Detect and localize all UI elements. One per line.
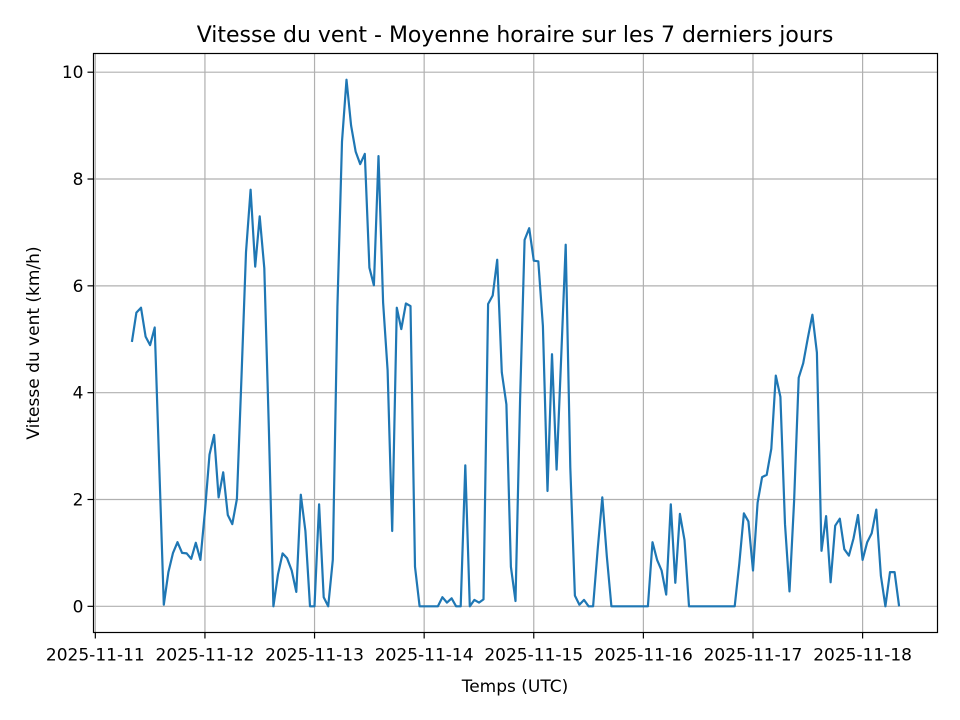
x-tick-label: 2025-11-12 <box>156 646 255 666</box>
chart-title: Vitesse du vent - Moyenne horaire sur le… <box>197 23 834 48</box>
y-tick-label: 4 <box>73 384 84 404</box>
x-tick-label: 2025-11-11 <box>46 646 145 666</box>
x-tick-label: 2025-11-15 <box>484 646 583 666</box>
y-tick-label: 8 <box>73 170 84 190</box>
y-tick-label: 6 <box>73 277 84 297</box>
grid <box>93 53 938 633</box>
x-axis-label: Temps (UTC) <box>461 677 569 697</box>
y-tick-label: 2 <box>73 491 84 511</box>
y-axis-label: Vitesse du vent (km/h) <box>24 246 44 439</box>
x-tick-label: 2025-11-17 <box>704 646 803 666</box>
y-tick-label: 0 <box>73 597 84 617</box>
y-tick-label: 10 <box>62 63 84 83</box>
axes-frame <box>92 52 939 634</box>
x-axis: 2025-11-11 2025-11-12 2025-11-13 2025-11-14… <box>46 632 912 666</box>
x-tick-label: 2025-11-16 <box>594 646 693 666</box>
y-axis: 0 2 4 6 8 10 <box>62 63 94 617</box>
x-tick-label: 2025-11-18 <box>813 646 912 666</box>
series-line <box>130 78 901 608</box>
x-tick-label: 2025-11-14 <box>375 646 474 666</box>
x-tick-label: 2025-11-13 <box>265 646 364 666</box>
